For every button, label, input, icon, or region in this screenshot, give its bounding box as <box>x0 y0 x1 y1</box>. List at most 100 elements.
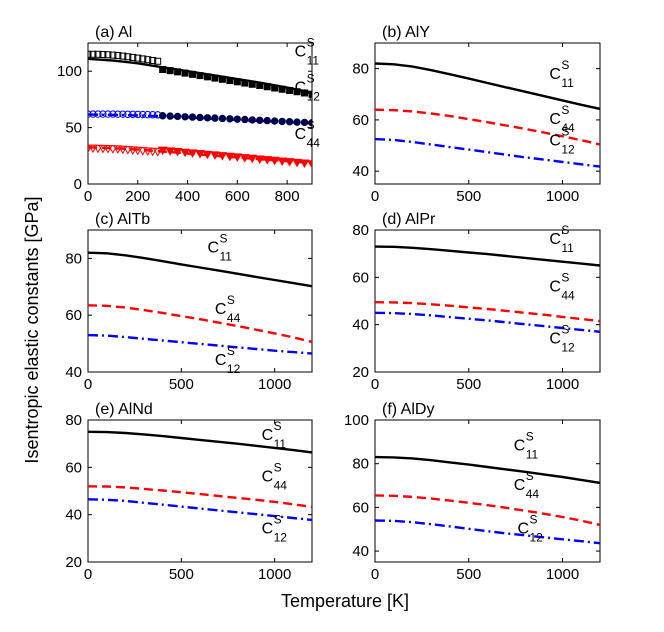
panels: (a) Al0 200 400 600 800050100CS11CS12CS44(b)… <box>57 24 601 583</box>
data-point-c44-experiment-high-t <box>307 160 312 169</box>
curve-label-superscript: S <box>561 323 569 337</box>
y-tick-label: 60 <box>352 499 369 516</box>
curve-label-subscript: 44 <box>526 487 540 501</box>
data-point-c12-experiment-low-t <box>144 110 152 119</box>
curve-label-symbol: C <box>549 133 561 150</box>
curve-label-superscript: S <box>561 58 569 72</box>
curve-label-subscript: 11 <box>219 250 232 264</box>
data-point-c11-experiment-low-t <box>149 56 157 64</box>
data-point-c12-experiment-high-t <box>218 114 227 123</box>
data-point-c44-experiment-high-t <box>262 156 273 165</box>
curve-label-12: CS 12 <box>549 323 575 355</box>
x-tick-label: 0 <box>84 566 92 583</box>
curve-label-superscript: S <box>561 271 569 285</box>
x-tick-label: 500 <box>456 566 481 583</box>
curve-label-symbol: C <box>549 279 561 296</box>
data-layer <box>88 251 312 355</box>
data-point-c44-experiment-high-t <box>269 156 280 166</box>
data-point-c12-experiment-high-t <box>285 118 294 126</box>
data-point-c11-experiment-high-t <box>203 73 211 81</box>
data-point-c44-experiment-high-t <box>284 158 295 167</box>
x-tick-label: 1000 <box>546 376 579 393</box>
data-point-c12-experiment-low-t <box>119 110 127 118</box>
data-point-c44-experiment-high-t <box>157 146 168 156</box>
curve-label-symbol: C <box>549 231 561 248</box>
curve-label-symbol: C <box>207 240 219 257</box>
panel-title: (e) AlNd <box>95 401 153 418</box>
data-point-c11-experiment-low-t <box>134 54 142 62</box>
curve-label-superscript: S <box>274 513 282 527</box>
series-line-c44 <box>375 301 600 323</box>
data-point-c44-experiment-low-t <box>108 145 118 154</box>
curve-label-44: CS 44 <box>215 293 241 325</box>
data-point-c12-experiment-high-t <box>173 112 182 121</box>
series-line-c12 <box>88 498 312 522</box>
data-point-c12-experiment-high-t <box>263 116 271 125</box>
series-line-c11 <box>375 455 600 485</box>
data-point-c11-experiment-low-t <box>139 55 147 63</box>
data-point-c11-experiment-low-t <box>124 53 132 61</box>
data-point-c44-experiment-high-t <box>225 152 235 162</box>
curve-label-symbol: C <box>549 66 561 83</box>
y-tick-label: 20 <box>65 554 82 571</box>
curve-label-superscript: S <box>274 461 282 475</box>
curve-label-subscript: 12 <box>561 143 575 157</box>
curve-label-subscript: 12 <box>307 90 321 104</box>
curve-label-subscript: 44 <box>274 479 288 493</box>
data-point-c11-experiment-high-t <box>241 79 249 87</box>
x-tick-label: 0 <box>84 188 92 205</box>
data-point-c11-experiment-low-t <box>89 50 97 58</box>
data-point-c44-experiment-high-t <box>210 151 220 160</box>
data-point-c44-experiment-low-t <box>122 146 133 155</box>
panel-title: (c) AlTb <box>95 211 150 228</box>
data-point-c12-experiment-low-t <box>124 110 132 118</box>
data-point-c44-experiment-high-t <box>232 153 243 162</box>
curve-label-superscript: S <box>561 125 569 139</box>
curve-label-11: CS 11 <box>514 430 539 462</box>
curve-label-superscript: S <box>561 103 569 117</box>
data-point-c12-experiment-high-t <box>270 117 279 125</box>
series-line-c44 <box>88 304 312 344</box>
curve-label-subscript: 12 <box>530 531 544 545</box>
data-point-c11-experiment-high-t <box>226 77 234 85</box>
curve-label-12: CS 12 <box>295 72 321 104</box>
plot-area <box>374 42 601 185</box>
curve-label-subscript: 12 <box>561 341 575 355</box>
y-tick-label: 80 <box>352 456 369 473</box>
data-layer <box>375 455 600 545</box>
curve-label-superscript: S <box>227 293 235 307</box>
data-point-c11-experiment-high-t <box>196 72 204 80</box>
x-tick-label: 500 <box>169 566 194 583</box>
y-tick-label: 40 <box>352 317 369 334</box>
data-point-c44-experiment-low-t <box>117 145 128 155</box>
series-line-c44 <box>88 485 312 509</box>
curve-label-11: CS 11 <box>295 36 320 68</box>
data-point-c12-experiment-high-t <box>241 115 249 124</box>
panel-title: (f) AlDy <box>382 401 434 418</box>
data-point-c44-experiment-low-t <box>142 147 153 156</box>
series-line-c11 <box>88 251 312 288</box>
data-point-c11-experiment-high-t <box>286 86 294 94</box>
y-tick-label: 60 <box>65 459 82 476</box>
data-point-c12-experiment-high-t <box>166 112 174 120</box>
curve-label-44: CS 44 <box>514 469 540 501</box>
data-point-c12-experiment-high-t <box>278 117 286 126</box>
curve-label-superscript: S <box>530 513 538 527</box>
data-point-c12-experiment-low-t <box>109 110 117 118</box>
x-tick-label: 500 <box>169 376 194 393</box>
curve-label-12: CS 12 <box>215 344 241 376</box>
curve-label-subscript: 44 <box>561 289 575 303</box>
y-tick-label: 40 <box>65 507 82 524</box>
curve-label-superscript: S <box>227 344 235 358</box>
x-tick-label: 0 <box>84 376 92 393</box>
data-point-c11-experiment-low-t <box>88 50 92 58</box>
curve-label-symbol: C <box>295 126 307 143</box>
data-point-c11-experiment-low-t <box>129 53 137 61</box>
y-tick-label: 20 <box>352 364 369 381</box>
curve-label-symbol: C <box>215 352 227 369</box>
panel-title: (b) AlY <box>382 24 430 41</box>
plot-area <box>87 229 313 373</box>
data-point-c44-experiment-high-t <box>239 154 250 163</box>
curve-label-subscript: 12 <box>227 362 241 376</box>
